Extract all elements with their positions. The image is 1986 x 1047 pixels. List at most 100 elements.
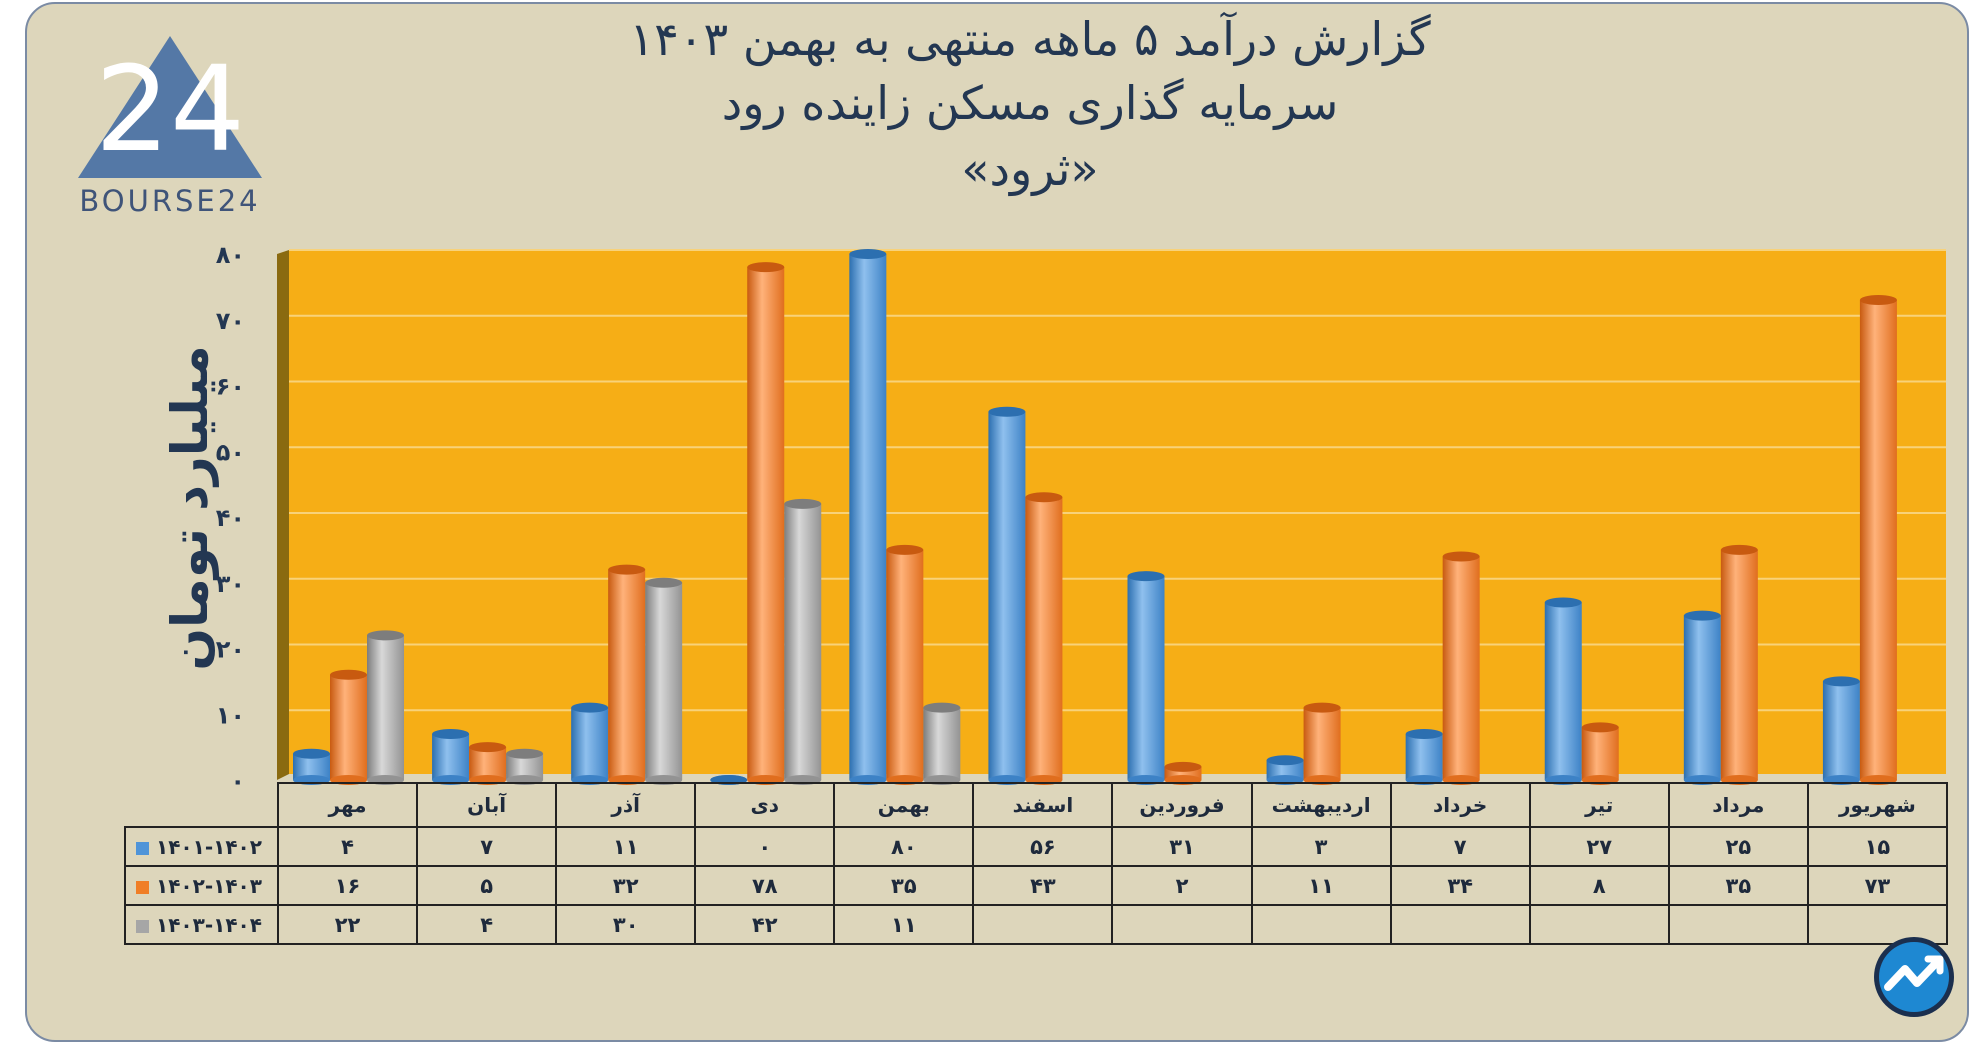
data-label bbox=[1806, 904, 1948, 945]
bar-body bbox=[1581, 727, 1619, 780]
x-category-label: آبان bbox=[416, 782, 558, 828]
data-label: ۱۱ bbox=[833, 904, 975, 945]
bar-cap bbox=[784, 498, 822, 509]
bar bbox=[506, 748, 544, 785]
bar bbox=[886, 544, 924, 785]
bar bbox=[293, 748, 330, 785]
bar-cap bbox=[923, 702, 961, 713]
bar-cap bbox=[1822, 676, 1860, 687]
data-label: ۵۶ bbox=[972, 826, 1114, 867]
bar-body bbox=[1405, 733, 1443, 780]
bar-cap bbox=[1405, 728, 1443, 739]
bar-cap bbox=[1581, 722, 1619, 733]
bar-body bbox=[747, 267, 785, 780]
x-category-label: تیر bbox=[1528, 782, 1670, 828]
x-category-label: شهریور bbox=[1806, 782, 1948, 828]
bar bbox=[645, 577, 683, 785]
x-category-label: مرداد bbox=[1667, 782, 1809, 828]
x-category-label: فروردین bbox=[1111, 782, 1253, 828]
bar-body bbox=[1859, 300, 1897, 780]
bar-cap bbox=[747, 262, 785, 273]
bar-cap bbox=[571, 702, 609, 713]
table-row: ۱۴۰۲-۱۴۰۳ ۱۶ ۵ ۳۲ ۷۸ ۳۵ ۴۳ ۲ ۱۱ ۳۴ ۸ ۳۵ ۷۳ bbox=[124, 865, 1948, 906]
data-label: ۳ bbox=[1250, 826, 1392, 867]
bar bbox=[432, 728, 470, 785]
data-label: ۵ bbox=[416, 865, 558, 906]
table-row: ۱۴۰۱-۱۴۰۲ ۴ ۷ ۱۱ ۰ ۸۰ ۵۶ ۳۱ ۳ ۷ ۲۷ ۲۵ ۱۵ bbox=[124, 826, 1948, 867]
data-label: ۲۷ bbox=[1528, 826, 1670, 867]
y-tick-label: ۷۰ bbox=[216, 307, 245, 335]
y-tick-label: ۶۰ bbox=[216, 373, 245, 401]
bar-body bbox=[988, 411, 1026, 780]
bar bbox=[608, 564, 646, 785]
bourse24-logo: 24 bbox=[78, 36, 262, 178]
data-label: ۴۲ bbox=[694, 904, 836, 945]
data-label: ۴۳ bbox=[972, 865, 1114, 906]
bar bbox=[1025, 492, 1063, 785]
legend-label: ۱۴۰۲-۱۴۰۳ bbox=[156, 873, 262, 898]
data-label: ۷۸ bbox=[694, 865, 836, 906]
bar-body bbox=[784, 503, 822, 780]
data-label: ۱۱ bbox=[1250, 865, 1392, 906]
bar-cap bbox=[1544, 597, 1582, 608]
legend-entry: ۱۴۰۲-۱۴۰۳ bbox=[124, 865, 279, 906]
bar bbox=[1683, 610, 1721, 785]
bar-cap bbox=[1720, 544, 1758, 555]
bar-cap bbox=[645, 577, 683, 588]
bar-body bbox=[469, 747, 507, 780]
bar bbox=[367, 630, 404, 785]
data-label: ۲ bbox=[1111, 865, 1253, 906]
bar-cap bbox=[1442, 551, 1480, 562]
bar-body bbox=[608, 569, 646, 780]
bar-body bbox=[432, 733, 470, 780]
bar bbox=[1266, 755, 1304, 785]
x-category-label: اردیبهشت bbox=[1250, 782, 1392, 828]
data-label: ۴ bbox=[416, 904, 558, 945]
data-label: ۱۶ bbox=[276, 865, 419, 906]
bar-cap bbox=[506, 748, 544, 759]
bar-cap bbox=[849, 249, 887, 259]
data-label: ۷۳ bbox=[1806, 865, 1948, 906]
bar bbox=[330, 669, 367, 785]
bar-cap bbox=[886, 544, 924, 555]
bar-body bbox=[849, 254, 887, 780]
bar-cap bbox=[1164, 761, 1202, 772]
y-tick-label: ۴۰ bbox=[216, 504, 245, 532]
bar bbox=[923, 702, 961, 785]
legend-entry: ۱۴۰۱-۱۴۰۲ bbox=[124, 826, 279, 867]
chart-title-line-3: «ثرود» bbox=[961, 142, 1099, 196]
bar bbox=[1581, 722, 1619, 785]
data-label: ۲۵ bbox=[1667, 826, 1809, 867]
bar bbox=[1720, 544, 1758, 785]
bar-cap bbox=[988, 406, 1026, 417]
bar-chart: ۰ ۱۰ ۲۰ ۳۰ ۴۰ ۵۰ ۶۰ ۷۰ ۸۰ bbox=[216, 241, 1946, 790]
bar-cap bbox=[469, 742, 507, 753]
x-category-label: مهر bbox=[276, 782, 419, 828]
bar-cap bbox=[293, 748, 330, 759]
plot-side-wall bbox=[277, 250, 289, 780]
x-category-label: آذر bbox=[555, 782, 697, 828]
bar-cap bbox=[1127, 571, 1165, 582]
bar-body bbox=[571, 707, 609, 780]
bar bbox=[849, 249, 887, 785]
bar bbox=[1127, 571, 1165, 785]
bar bbox=[1859, 295, 1897, 785]
bar-body bbox=[886, 549, 924, 780]
y-tick-label: ۸۰ bbox=[216, 241, 245, 269]
bar bbox=[1822, 676, 1860, 785]
x-category-label: خرداد bbox=[1389, 782, 1531, 828]
bar-body bbox=[330, 674, 367, 780]
bar-body bbox=[1822, 681, 1860, 780]
data-label: ۳۴ bbox=[1389, 865, 1531, 906]
data-label: ۴ bbox=[276, 826, 419, 867]
x-category-label: دی bbox=[694, 782, 836, 828]
bar-body bbox=[1025, 497, 1063, 780]
bar-cap bbox=[330, 669, 367, 680]
legend-swatch bbox=[136, 841, 149, 855]
bar-cap bbox=[432, 728, 470, 739]
bar-body bbox=[1303, 707, 1341, 780]
data-label: ۳۱ bbox=[1111, 826, 1253, 867]
bar bbox=[469, 742, 507, 785]
y-tick-label: ۳۰ bbox=[216, 570, 245, 598]
bar bbox=[571, 702, 609, 785]
